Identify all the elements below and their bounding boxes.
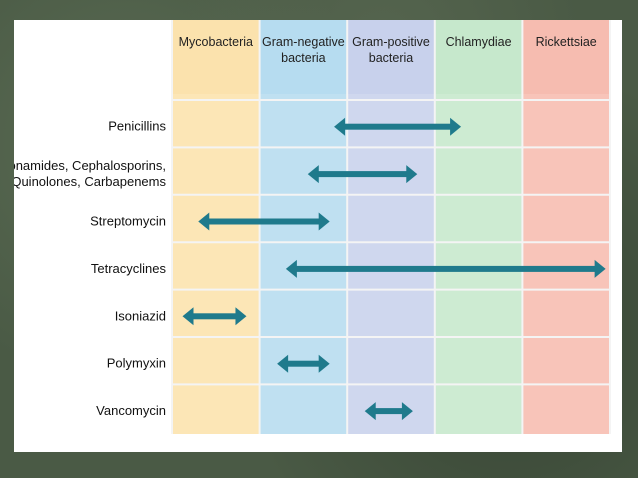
arrow-head-right [235,307,247,326]
column-header-text-3-0: Chlamydiae [446,35,512,49]
row-label-1-0: Sulfonamides, Cephalosporins, [14,158,166,173]
antibiotic-spectrum-diagram: Mycobacteria Gram-negative bacteria Gram-po… [14,20,611,434]
arrow-head-right [318,212,330,231]
arrow-shaft [295,265,596,272]
arrow-shaft [208,218,320,225]
arrow-shaft [192,313,237,320]
arrow-shaft [344,123,452,130]
spectrum-arrow-4 [182,307,247,326]
arrow-head-left [277,354,289,373]
row-label-0-0: Penicillins [108,119,166,134]
column-header-bg-3 [434,20,523,94]
column-header-bg-2 [347,20,435,94]
row-label-5-0: Polymyxin [107,356,166,371]
spectrum-arrow-6 [364,402,413,421]
row-label-4-0: Isoniazid [115,308,166,323]
arrow-head-left [285,259,297,278]
arrow-shaft [317,171,408,178]
arrow-head-left [364,402,376,421]
arrow-shaft [287,360,320,367]
column-header-text-1-1: bacteria [281,51,326,65]
arrow-head-left [198,212,210,231]
row-label-2-0: Streptomycin [90,214,166,229]
column-header-text-2-1: bacteria [369,51,414,65]
arrow-head-right [450,117,462,136]
arrow-head-right [318,354,330,373]
column-header-text-1-0: Gram-negative [262,35,345,49]
arrow-shaft [374,408,403,415]
arrow-head-left [307,165,319,184]
spectrum-arrow-2 [198,212,330,231]
column-header-bg-1 [259,20,348,94]
arrow-head-left [182,307,194,326]
slide-panel: Mycobacteria Gram-negative bacteria Gram-po… [14,20,622,452]
arrow-head-right [401,402,413,421]
column-header-text-0-0: Mycobacteria [179,35,253,49]
column-header-bg-0 [172,20,260,94]
row-label-1-1: Quinolones, Carbapenems [14,174,166,189]
arrow-head-right [406,165,418,184]
row-label-3-0: Tetracyclines [91,261,167,276]
arrow-head-left [334,117,346,136]
spectrum-arrow-1 [307,165,418,184]
spectrum-arrow-0 [334,117,462,136]
column-header-text-4-0: Rickettsiae [536,35,597,49]
spectrum-arrow-3 [285,259,606,278]
arrow-head-right [594,259,606,278]
column-header-text-2-0: Gram-positive [352,35,430,49]
row-label-6-0: Vancomycin [96,403,166,418]
spectrum-arrow-5 [277,354,330,373]
column-header-bg-4 [522,20,610,94]
